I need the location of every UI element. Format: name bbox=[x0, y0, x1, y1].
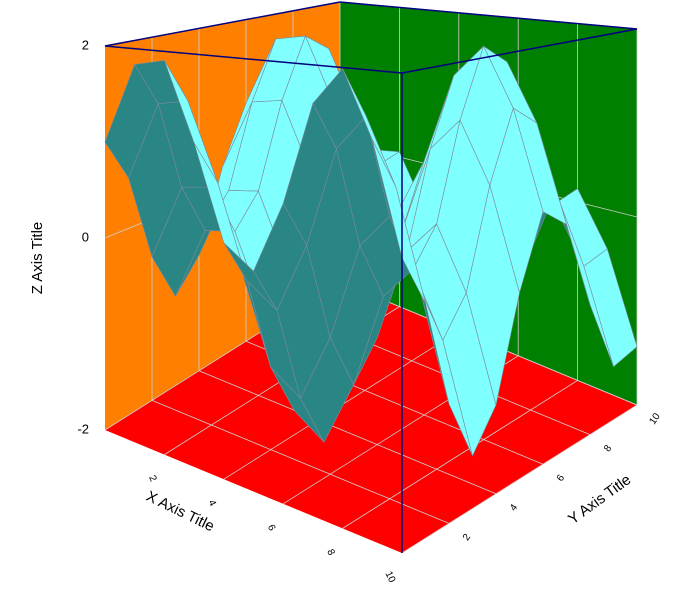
x-tick-label: 4 bbox=[206, 498, 219, 508]
y-tick-label: 4 bbox=[508, 502, 520, 513]
x-tick-label: 10 bbox=[383, 570, 398, 585]
grid-line bbox=[151, 400, 450, 524]
y-tick-label: 6 bbox=[555, 472, 567, 483]
frame-line bbox=[104, 1, 341, 47]
frame-line bbox=[339, 1, 638, 30]
surface-patch bbox=[372, 139, 426, 304]
z-tick-label: 0 bbox=[82, 229, 89, 244]
z-tick-label: -2 bbox=[77, 421, 89, 436]
y-tick-label: 2 bbox=[461, 532, 473, 543]
floor bbox=[105, 282, 637, 553]
grid-line bbox=[342, 380, 578, 529]
grid-line bbox=[401, 404, 638, 554]
x-tick-label: 6 bbox=[265, 523, 278, 533]
x-tick-label: 8 bbox=[324, 548, 337, 558]
frame-line bbox=[104, 45, 403, 74]
z-axis-title: Z Axis Title bbox=[29, 222, 46, 295]
frame-line bbox=[401, 28, 638, 74]
z-tick-label: 2 bbox=[82, 37, 89, 52]
x-tick-label: 2 bbox=[146, 474, 159, 484]
y-tick-label: 8 bbox=[602, 443, 614, 454]
grid-line bbox=[198, 370, 497, 495]
